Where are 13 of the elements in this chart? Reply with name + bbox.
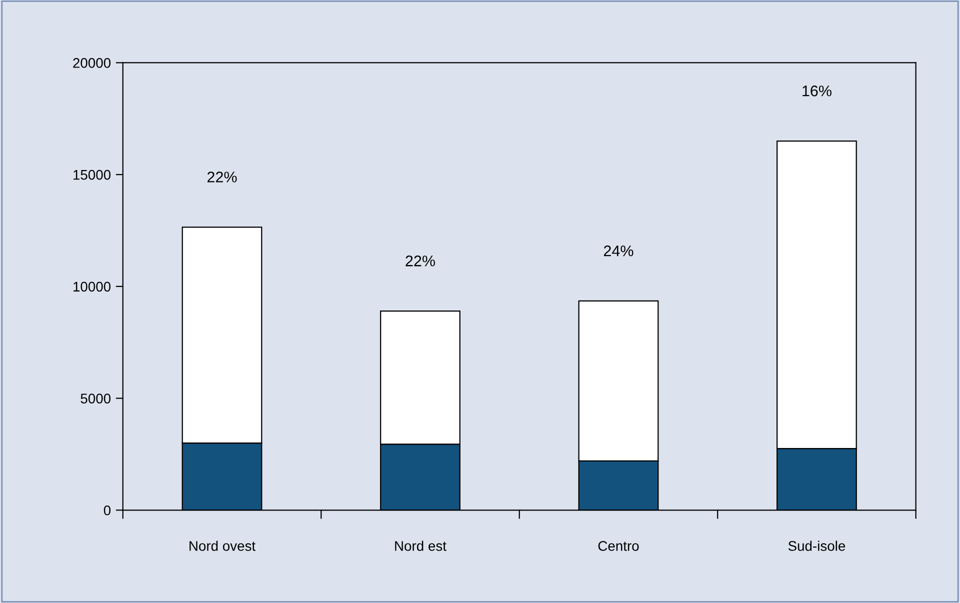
y-tick-label: 10000 <box>74 282 111 292</box>
x-tick-label: Sud-isole <box>788 540 846 551</box>
y-tick-label: 5000 <box>80 394 111 404</box>
x-tick-label: Centro <box>598 541 639 551</box>
x-tick-label: Nord ovest <box>190 540 256 551</box>
y-tick-label: 20000 <box>73 58 111 68</box>
annotation: 22% <box>406 256 435 266</box>
annotation: 22% <box>207 172 237 182</box>
x-tick-label: Nord est <box>395 540 446 551</box>
annotation: 24% <box>604 245 634 256</box>
y-tick-label: 15000 <box>74 170 111 180</box>
y-tick-label: 0 <box>104 505 111 516</box>
annotation: 16% <box>802 86 832 96</box>
